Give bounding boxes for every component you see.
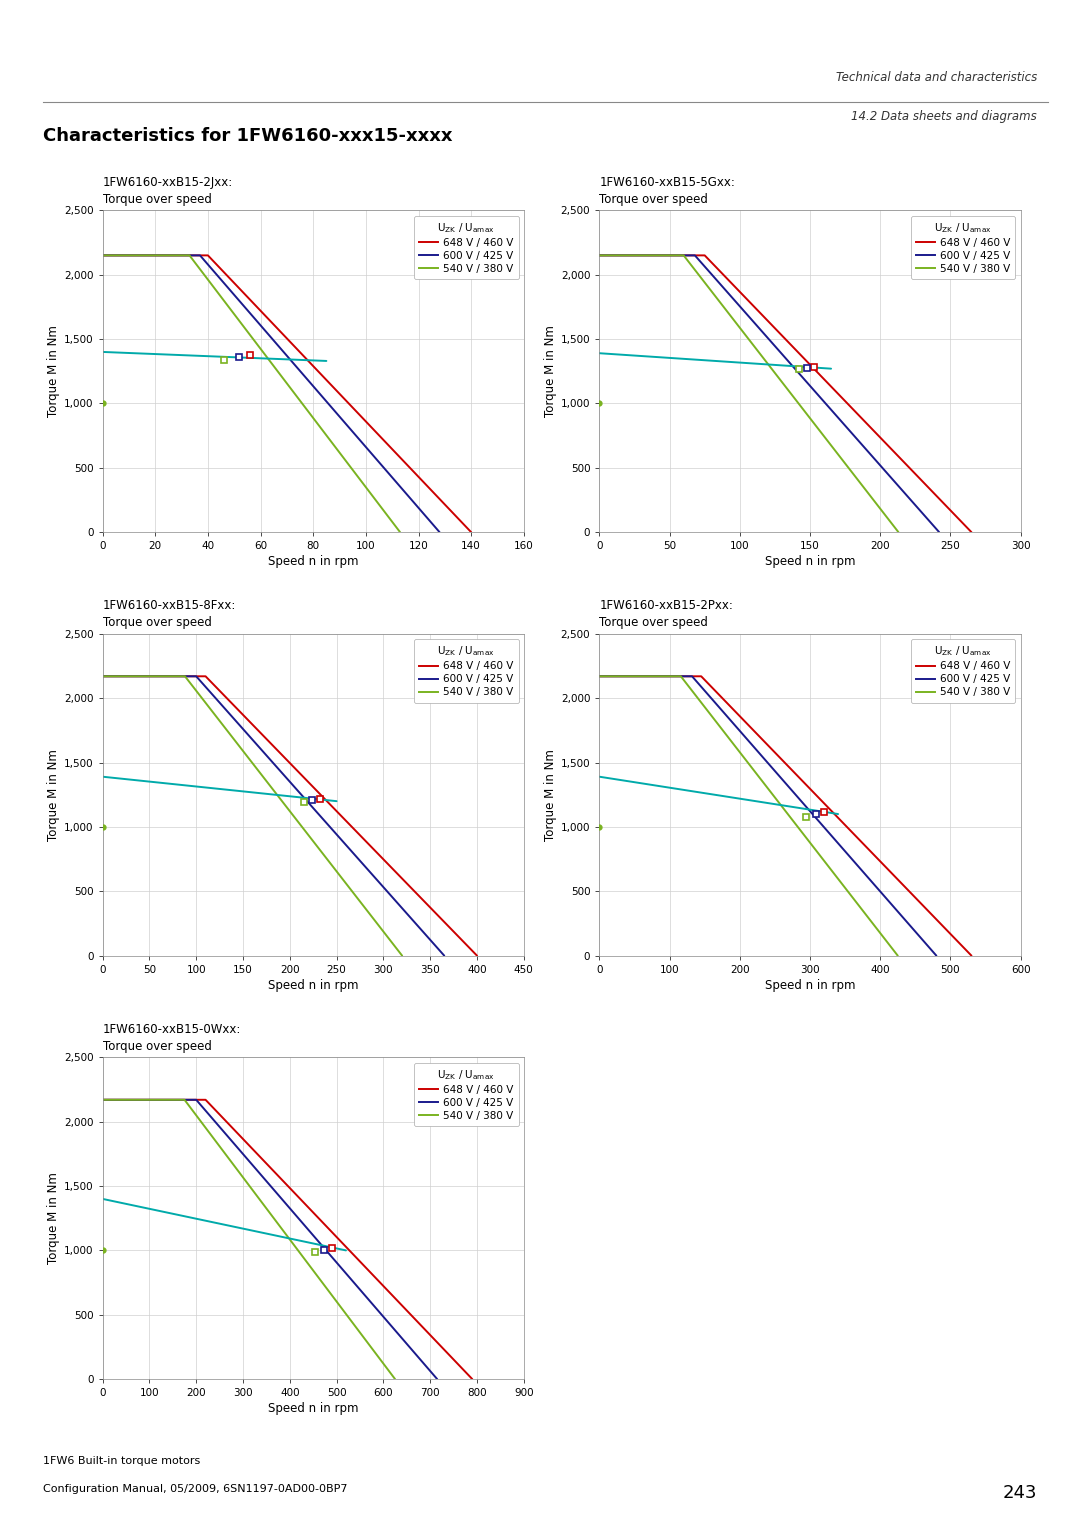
Text: Configuration Manual, 05/2009, 6SN1197-0AD00-0BP7: Configuration Manual, 05/2009, 6SN1197-0… <box>43 1484 348 1495</box>
Legend: 648 V / 460 V, 600 V / 425 V, 540 V / 380 V: 648 V / 460 V, 600 V / 425 V, 540 V / 38… <box>414 1063 518 1125</box>
Legend: 648 V / 460 V, 600 V / 425 V, 540 V / 380 V: 648 V / 460 V, 600 V / 425 V, 540 V / 38… <box>414 638 518 702</box>
Text: 243: 243 <box>1002 1484 1037 1503</box>
Legend: 648 V / 460 V, 600 V / 425 V, 540 V / 380 V: 648 V / 460 V, 600 V / 425 V, 540 V / 38… <box>910 215 1015 279</box>
Y-axis label: Torque M in Nm: Torque M in Nm <box>46 325 59 417</box>
Text: 14.2 Data sheets and diagrams: 14.2 Data sheets and diagrams <box>851 110 1037 124</box>
Legend: 648 V / 460 V, 600 V / 425 V, 540 V / 380 V: 648 V / 460 V, 600 V / 425 V, 540 V / 38… <box>910 638 1015 702</box>
Y-axis label: Torque M in Nm: Torque M in Nm <box>46 1173 59 1264</box>
Y-axis label: Torque M in Nm: Torque M in Nm <box>543 325 556 417</box>
X-axis label: Speed n in rpm: Speed n in rpm <box>268 556 359 568</box>
Text: Technical data and characteristics: Technical data and characteristics <box>836 70 1037 84</box>
Y-axis label: Torque M in Nm: Torque M in Nm <box>543 748 556 841</box>
Text: 1FW6160-xxB15-5Gxx:
Torque over speed: 1FW6160-xxB15-5Gxx: Torque over speed <box>599 176 735 206</box>
X-axis label: Speed n in rpm: Speed n in rpm <box>268 979 359 993</box>
Text: 1FW6160-xxB15-8Fxx:
Torque over speed: 1FW6160-xxB15-8Fxx: Torque over speed <box>103 599 235 629</box>
X-axis label: Speed n in rpm: Speed n in rpm <box>765 556 855 568</box>
Text: Characteristics for 1FW6160-xxx15-xxxx: Characteristics for 1FW6160-xxx15-xxxx <box>43 127 453 145</box>
Legend: 648 V / 460 V, 600 V / 425 V, 540 V / 380 V: 648 V / 460 V, 600 V / 425 V, 540 V / 38… <box>414 215 518 279</box>
Y-axis label: Torque M in Nm: Torque M in Nm <box>46 748 59 841</box>
Text: 1FW6160-xxB15-2Pxx:
Torque over speed: 1FW6160-xxB15-2Pxx: Torque over speed <box>599 599 733 629</box>
Text: 1FW6160-xxB15-0Wxx:
Torque over speed: 1FW6160-xxB15-0Wxx: Torque over speed <box>103 1023 241 1052</box>
Text: 1FW6 Built-in torque motors: 1FW6 Built-in torque motors <box>43 1455 201 1466</box>
Text: 1FW6160-xxB15-2Jxx:
Torque over speed: 1FW6160-xxB15-2Jxx: Torque over speed <box>103 176 233 206</box>
X-axis label: Speed n in rpm: Speed n in rpm <box>268 1402 359 1416</box>
X-axis label: Speed n in rpm: Speed n in rpm <box>765 979 855 993</box>
